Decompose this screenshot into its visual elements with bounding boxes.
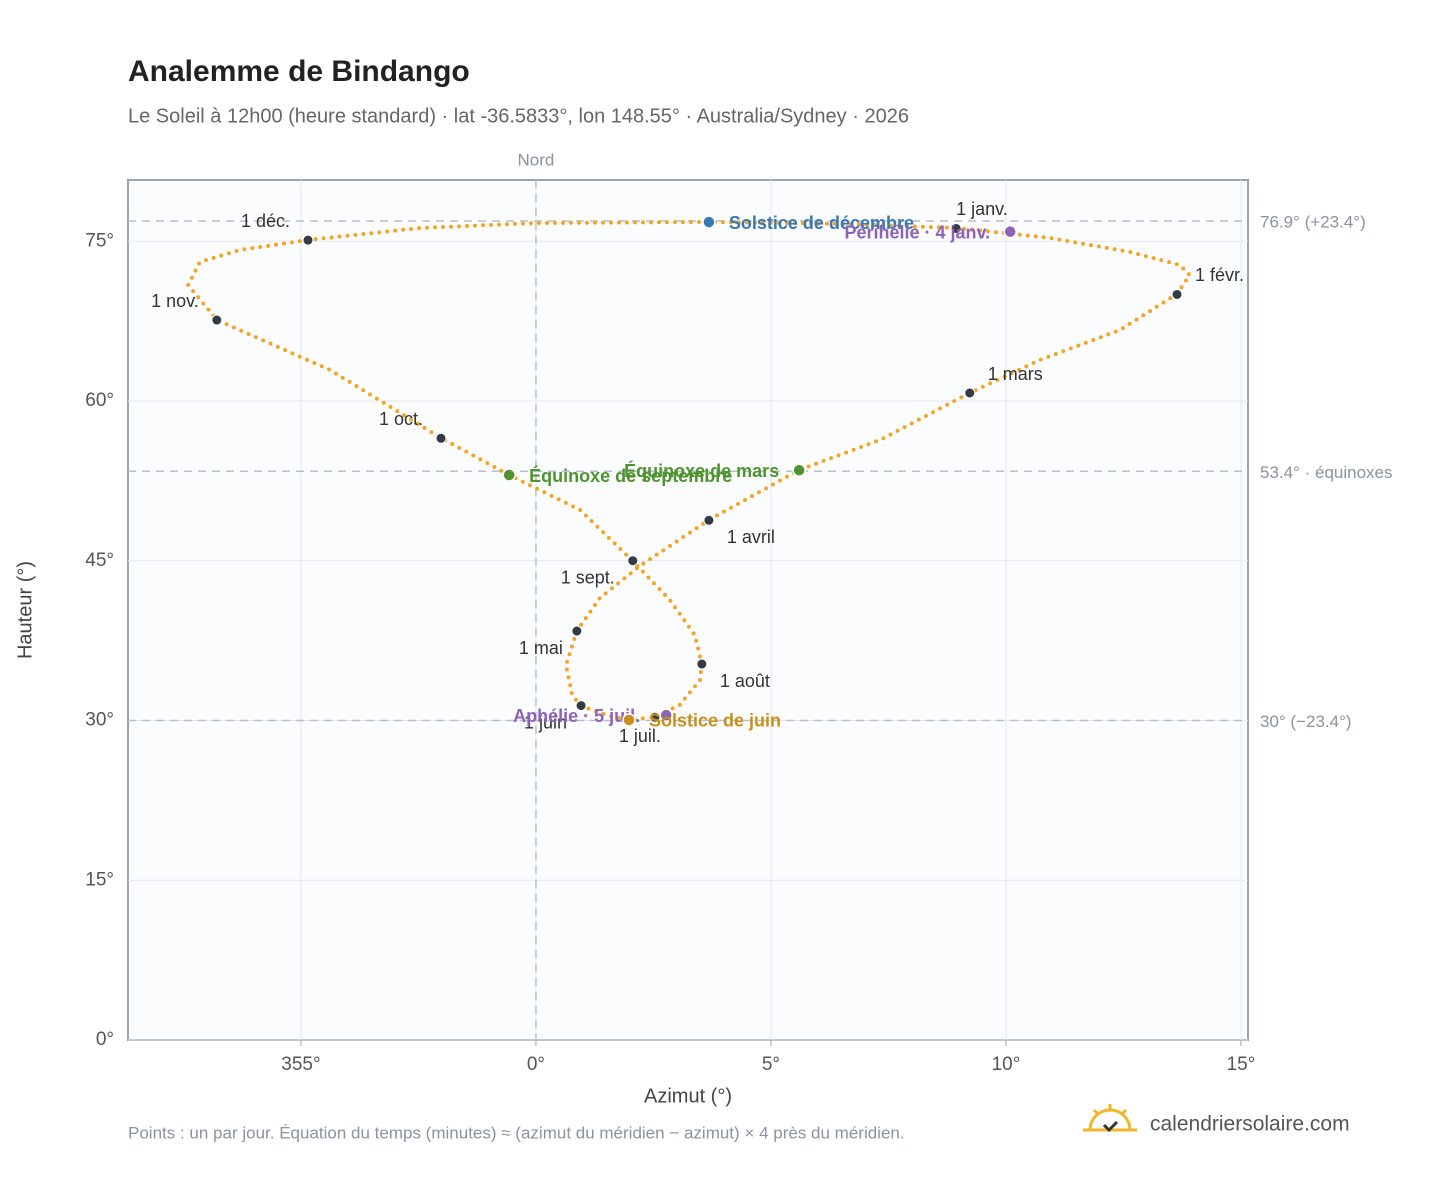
month-dot <box>696 658 708 670</box>
month-label: 1 nov. <box>151 291 199 311</box>
event-dot <box>659 708 673 722</box>
x-tick-label: 15° <box>1227 1054 1256 1075</box>
x-tick-label: 10° <box>992 1054 1021 1075</box>
event-dot <box>1003 224 1017 239</box>
logo <box>1083 1104 1137 1133</box>
event-dot <box>502 468 516 482</box>
plot-area <box>127 179 1249 1041</box>
month-label: 1 mai <box>519 638 563 658</box>
x-tick-label: 5° <box>762 1054 780 1075</box>
month-label: 1 mars <box>988 364 1043 384</box>
y-tick-label: 0° <box>96 1029 114 1050</box>
month-label: 1 déc. <box>241 211 290 231</box>
event-dot <box>702 215 716 229</box>
month-dot <box>571 625 583 637</box>
month-label: 1 juil. <box>619 726 661 746</box>
reference-label: 30° (−23.4°) <box>1260 712 1352 731</box>
event-label: Solstice de juin <box>649 711 781 731</box>
y-tick-label: 15° <box>85 869 114 890</box>
month-label: 1 avril <box>727 527 775 547</box>
y-axis-label: Hauteur (°) <box>14 561 36 659</box>
event-label: Solstice de décembre <box>729 213 914 233</box>
month-label: 1 janv. <box>956 199 1008 219</box>
event-dot <box>792 463 806 477</box>
footnote: Points : un par jour. Équation du temps … <box>128 1123 905 1142</box>
chart-title: Analemme de Bindango <box>128 55 470 88</box>
month-label: 1 août <box>720 671 770 691</box>
month-dot <box>964 387 976 399</box>
month-dot <box>211 314 223 326</box>
month-label: 1 févr. <box>1195 265 1244 285</box>
event-label: Aphélie · 5 juil. <box>513 706 640 726</box>
event-label: Équinoxe de mars <box>624 460 779 481</box>
y-tick-label: 60° <box>85 390 114 411</box>
month-dot <box>302 234 314 246</box>
analemma-path <box>185 219 1193 722</box>
month-dot <box>703 514 715 526</box>
y-tick-label: 45° <box>85 550 114 571</box>
month-dot <box>950 222 962 234</box>
chart-subtitle: Le Soleil à 12h00 (heure standard) · lat… <box>128 105 909 127</box>
brand: calendriersolaire.com <box>1150 1113 1350 1136</box>
month-label: 1 juin <box>524 712 567 732</box>
reference-label: 53.4° · équinoxes <box>1260 463 1393 482</box>
month-dot <box>627 555 639 567</box>
event-label: Périhélie · 4 janv. <box>844 222 990 242</box>
month-label: 1 sept. <box>561 567 615 587</box>
month-dot <box>435 432 447 444</box>
y-tick-label: 75° <box>85 230 114 251</box>
event-label: Équinoxe de septembre <box>529 465 732 486</box>
x-axis-label: Azimut (°) <box>644 1085 732 1107</box>
event-dot <box>622 713 636 727</box>
month-dot <box>575 700 587 712</box>
north-label: Nord <box>518 150 555 169</box>
x-tick-label: 0° <box>527 1054 545 1075</box>
x-tick-label: 355° <box>281 1054 320 1075</box>
month-label: 1 oct. <box>379 409 423 429</box>
y-tick-label: 30° <box>85 710 114 731</box>
reference-label: 76.9° (+23.4°) <box>1260 212 1366 231</box>
month-dot <box>1171 288 1183 300</box>
